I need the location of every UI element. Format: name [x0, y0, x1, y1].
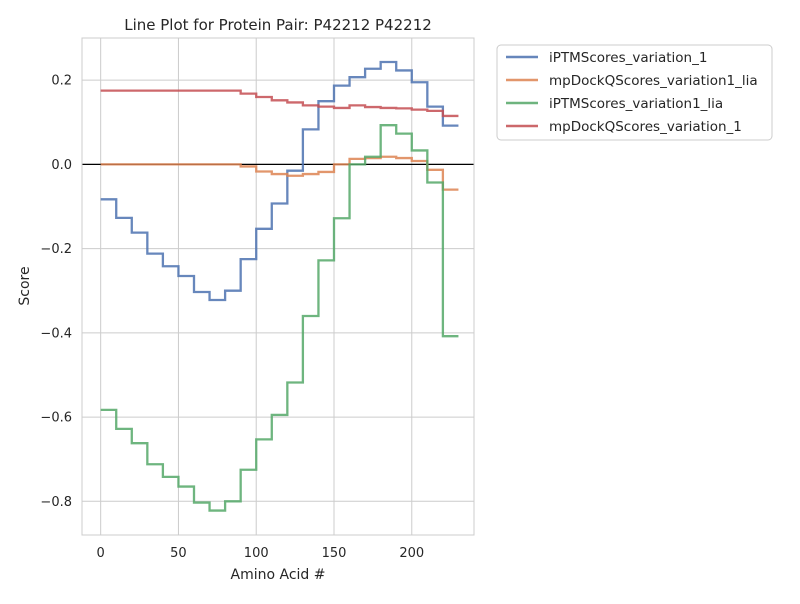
- x-tick-label: 50: [170, 546, 187, 561]
- legend: iPTMScores_variation_1 mpDockQScores_vari…: [496, 44, 773, 141]
- series-line-iPTMScores_variation_1: [100, 60, 459, 302]
- x-axis-label: Amino Acid #: [231, 567, 326, 583]
- y-tick-label: 0.0: [51, 158, 72, 173]
- y-tick-label: 0.2: [51, 74, 72, 89]
- x-tick-label: 150: [322, 546, 347, 561]
- y-tick-label: −0.6: [40, 411, 72, 426]
- chart-title: Line Plot for Protein Pair: P42212 P4221…: [124, 16, 432, 34]
- legend-label: iPTMScores_variation_1: [549, 50, 707, 66]
- x-tick-label: 200: [399, 546, 424, 561]
- series-line-iPTMScores_variation1_lia: [100, 124, 459, 512]
- y-tick-label: −0.4: [40, 326, 72, 341]
- legend-label: mpDockQScores_variation1_lia: [549, 73, 758, 89]
- legend-box: [496, 44, 773, 141]
- y-tick-label: −0.2: [40, 242, 72, 257]
- x-tick-label: 100: [244, 546, 269, 561]
- legend-label: mpDockQScores_variation_1: [549, 119, 742, 135]
- series-line-mpDockQScores_variation1_lia: [100, 155, 459, 191]
- y-axis-label: Score: [17, 266, 33, 305]
- series-line-mpDockQScores_variation_1: [100, 89, 459, 118]
- plot-area: [82, 38, 474, 535]
- y-tick-label: −0.8: [40, 495, 72, 510]
- series-layer: [100, 60, 459, 512]
- x-tick-label: 0: [97, 546, 105, 561]
- tick-label-layer: 0 50 100 150 200 −0.8 −0.6 −0.4 −0.2 0.0 0.2: [40, 74, 424, 561]
- legend-label: iPTMScores_variation1_lia: [549, 96, 723, 112]
- plot-frame: [81, 37, 475, 536]
